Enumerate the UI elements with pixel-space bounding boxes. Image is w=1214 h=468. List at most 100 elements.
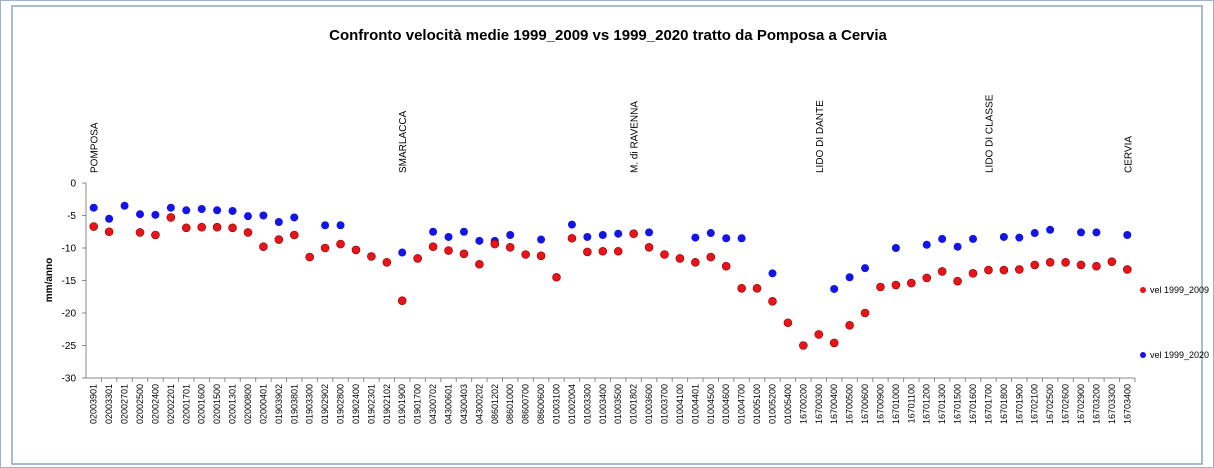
point (891, 280, 901, 290)
point (845, 321, 854, 330)
chart-title: Confronto velocità medie 1999_2009 vs 19… (329, 27, 887, 44)
x-tick-label: 01003500 (613, 384, 623, 424)
point (876, 282, 885, 292)
x-tick-label: 01903300 (305, 384, 315, 424)
x-tick-label: 02002701 (120, 384, 130, 424)
x-tick-label: 16703300 (1107, 384, 1117, 424)
x-tick-label: 01902102 (382, 384, 392, 424)
x-tick-label: 01003400 (598, 384, 608, 424)
point (598, 231, 607, 239)
point (475, 236, 484, 245)
x-tick-label: 16701200 (922, 384, 932, 424)
x-tick-label: 16701900 (1014, 384, 1024, 424)
point (120, 201, 129, 210)
x-tick-label: 16701300 (937, 384, 947, 424)
point (429, 227, 438, 236)
point (1046, 225, 1055, 234)
x-tick-label: 01003700 (659, 384, 669, 424)
x-tick-label: 01902902 (320, 384, 330, 424)
x-tick-label: 02001701 (181, 384, 191, 424)
point (829, 338, 839, 348)
x-tick-label: 01004500 (706, 384, 716, 424)
x-tick-label: 02001500 (212, 384, 222, 424)
x-tick-label: 04300202 (474, 384, 484, 424)
point (181, 223, 191, 233)
point (552, 272, 561, 282)
point (845, 273, 854, 282)
annotation: CERVIA (1123, 136, 1134, 173)
point (984, 265, 993, 275)
point (861, 264, 870, 273)
point (459, 249, 469, 259)
x-tick-label: 02001600 (197, 384, 207, 424)
point (969, 234, 978, 243)
annotation: POMPOSA (90, 122, 101, 173)
point (151, 230, 160, 240)
point (182, 206, 191, 215)
x-tick-label: 01901700 (413, 384, 423, 424)
x-tick-label: 16702900 (1076, 384, 1086, 424)
x-tick-label: 01002004 (567, 384, 577, 424)
x-tick-label: 08601202 (490, 384, 500, 424)
point (397, 296, 407, 305)
point (737, 283, 746, 293)
point (1015, 233, 1024, 242)
point (475, 259, 484, 269)
x-tick-label: 16700600 (860, 384, 870, 424)
x-tick-label: 01903801 (289, 384, 299, 424)
point (799, 341, 808, 350)
point (891, 244, 900, 252)
point (922, 240, 931, 249)
y-tick-label: -25 (62, 341, 77, 352)
x-tick-label: 16703400 (1122, 384, 1132, 424)
x-tick-label: 16700900 (875, 384, 885, 424)
point (937, 267, 947, 276)
x-tick-label: 16703200 (1091, 384, 1101, 424)
x-tick-label: 01004600 (721, 384, 731, 424)
point (1077, 228, 1086, 237)
point (444, 246, 453, 255)
x-tick-label: 01003100 (552, 384, 562, 424)
point (613, 246, 623, 256)
point (737, 234, 746, 243)
x-tick-label: 04300702 (428, 384, 438, 424)
point (428, 242, 438, 251)
point (583, 247, 592, 257)
point (243, 212, 252, 221)
x-tick-label: 01902301 (366, 384, 376, 424)
point (675, 254, 685, 263)
point (506, 231, 515, 239)
x-tick-label: 16702600 (1061, 384, 1071, 424)
point (953, 276, 962, 286)
annotation: LIDO DI DANTE (815, 100, 826, 173)
point (490, 239, 500, 249)
y-axis-label: mm/anno (44, 258, 55, 302)
y-tick-label: 0 (70, 179, 76, 190)
point (706, 252, 716, 262)
point (259, 211, 268, 220)
point (768, 296, 777, 306)
point (367, 252, 376, 261)
point (938, 234, 947, 243)
x-tick-label: 08600600 (536, 384, 546, 424)
x-tick-label: 04300403 (459, 384, 469, 424)
point (89, 222, 99, 231)
point (212, 222, 222, 232)
point (536, 251, 546, 261)
point (922, 273, 932, 283)
x-tick-label: 02003901 (89, 384, 99, 424)
x-tick-label: 04300601 (444, 384, 454, 424)
point (398, 248, 407, 257)
y-tick-label: -30 (62, 374, 77, 385)
legend-marker (1140, 352, 1146, 358)
point (999, 265, 1009, 275)
point (351, 245, 361, 255)
x-tick-label: 01902400 (351, 384, 361, 424)
point (1030, 229, 1039, 238)
x-tick-label: 02000800 (243, 384, 253, 424)
point (783, 318, 793, 328)
point (583, 232, 592, 241)
y-tick-label: -20 (62, 309, 77, 320)
annotation: M. di RAVENNA (630, 101, 641, 173)
